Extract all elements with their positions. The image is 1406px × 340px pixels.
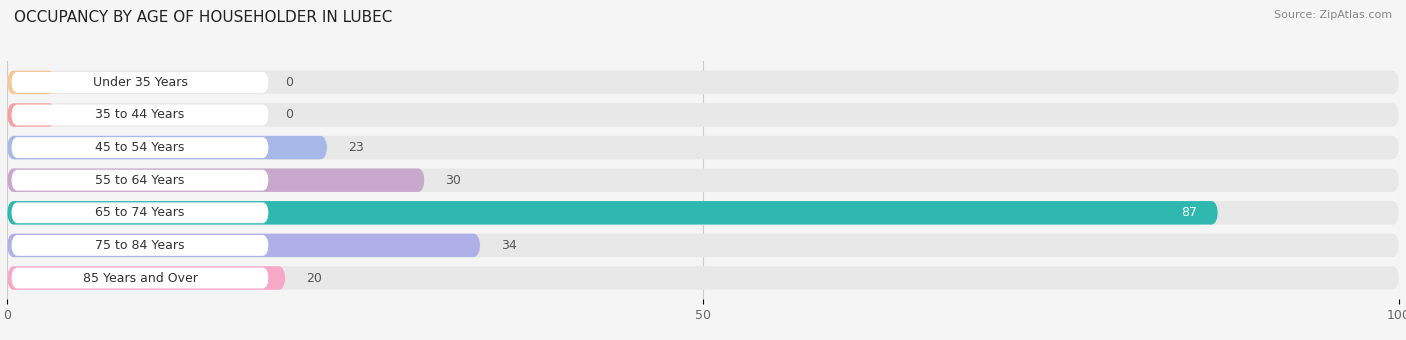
Text: 45 to 54 Years: 45 to 54 Years (96, 141, 184, 154)
FancyBboxPatch shape (7, 201, 1399, 224)
Text: Under 35 Years: Under 35 Years (93, 76, 187, 89)
FancyBboxPatch shape (11, 235, 269, 256)
Text: Source: ZipAtlas.com: Source: ZipAtlas.com (1274, 10, 1392, 20)
FancyBboxPatch shape (7, 234, 1399, 257)
Text: 23: 23 (349, 141, 364, 154)
Text: 20: 20 (307, 272, 322, 285)
FancyBboxPatch shape (7, 103, 56, 127)
FancyBboxPatch shape (7, 71, 1399, 94)
FancyBboxPatch shape (11, 170, 269, 191)
FancyBboxPatch shape (11, 72, 269, 93)
FancyBboxPatch shape (7, 234, 481, 257)
Text: 87: 87 (1181, 206, 1197, 219)
FancyBboxPatch shape (7, 136, 328, 159)
FancyBboxPatch shape (7, 266, 1399, 290)
FancyBboxPatch shape (7, 168, 1399, 192)
FancyBboxPatch shape (11, 137, 269, 158)
FancyBboxPatch shape (7, 168, 425, 192)
Text: 85 Years and Over: 85 Years and Over (83, 272, 197, 285)
FancyBboxPatch shape (7, 71, 56, 94)
FancyBboxPatch shape (7, 266, 285, 290)
Text: 55 to 64 Years: 55 to 64 Years (96, 174, 184, 187)
FancyBboxPatch shape (11, 268, 269, 288)
FancyBboxPatch shape (11, 105, 269, 125)
Text: OCCUPANCY BY AGE OF HOUSEHOLDER IN LUBEC: OCCUPANCY BY AGE OF HOUSEHOLDER IN LUBEC (14, 10, 392, 25)
Text: 34: 34 (501, 239, 517, 252)
FancyBboxPatch shape (7, 201, 1218, 224)
Text: 30: 30 (446, 174, 461, 187)
Text: 0: 0 (285, 108, 294, 121)
Text: 75 to 84 Years: 75 to 84 Years (96, 239, 184, 252)
Text: 0: 0 (285, 76, 294, 89)
Text: 65 to 74 Years: 65 to 74 Years (96, 206, 184, 219)
Text: 35 to 44 Years: 35 to 44 Years (96, 108, 184, 121)
FancyBboxPatch shape (11, 202, 269, 223)
FancyBboxPatch shape (7, 103, 1399, 127)
FancyBboxPatch shape (7, 136, 1399, 159)
